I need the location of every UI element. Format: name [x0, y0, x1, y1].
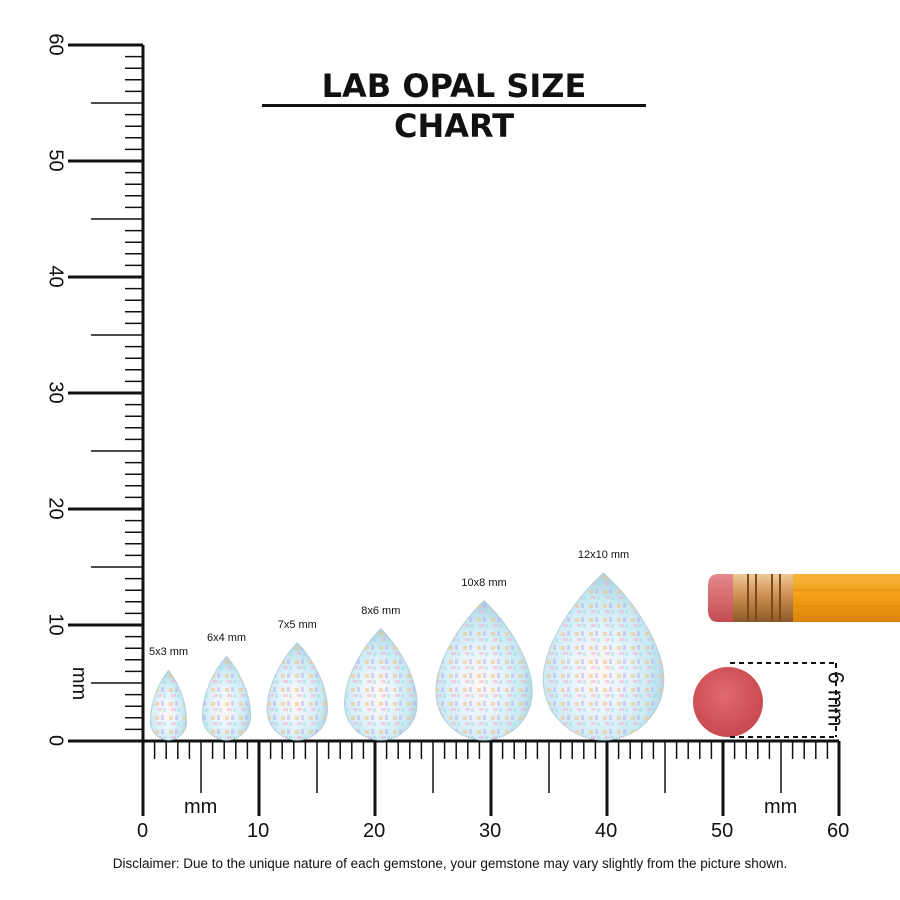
x-axis-label: 50	[711, 820, 734, 842]
opal-gem-fleck	[150, 670, 187, 740]
gem-size-label: 6x4 mm	[206, 632, 247, 645]
vertical-ruler	[68, 43, 145, 743]
x-axis-label: 60	[827, 820, 850, 842]
pencil-image	[708, 574, 900, 622]
opal-gem-fleck	[344, 628, 417, 740]
eraser-circle	[693, 667, 763, 737]
opal-gem-fleck	[435, 600, 533, 740]
y-axis-label: 60	[44, 33, 67, 56]
disclaimer-text: Disclaimer: Due to the unique nature of …	[112, 856, 788, 871]
x-axis-label: 10	[247, 820, 270, 842]
x-unit-label-left: mm	[184, 796, 218, 818]
y-unit-label: mm	[68, 666, 91, 701]
gem-size-label: 7x5 mm	[277, 618, 317, 631]
horizontal-ruler	[68, 739, 841, 816]
opal-gem-fleck	[543, 572, 664, 740]
y-axis-label: 50	[44, 149, 67, 172]
x-axis-label: 0	[137, 820, 149, 842]
gem-group	[149, 572, 665, 741]
gem-size-label: 8x6 mm	[361, 604, 401, 617]
gem-size-label: 10x8 mm	[461, 576, 507, 589]
opal-gem-fleck	[202, 656, 251, 740]
y-axis-label: 40	[44, 265, 67, 288]
opal-gem-fleck	[267, 642, 328, 741]
y-axis-label: 0	[44, 734, 67, 747]
y-axis-label: 20	[44, 497, 67, 520]
page-title: LAB OPAL SIZE CHART	[321, 67, 587, 145]
x-unit-label-right: mm	[764, 796, 798, 818]
eraser-size-label: 6 mm	[823, 671, 849, 727]
y-axis-label: 10	[44, 613, 67, 636]
x-axis-label: 30	[479, 820, 502, 842]
gem-size-label: 5x3 mm	[148, 646, 189, 659]
x-axis-label: 40	[595, 820, 618, 842]
gem-size-label: 12x10 mm	[577, 548, 630, 561]
x-axis-label: 20	[363, 820, 386, 842]
y-axis-label: 30	[44, 381, 67, 404]
title-underline	[262, 104, 646, 107]
eraser-reference	[693, 662, 837, 738]
